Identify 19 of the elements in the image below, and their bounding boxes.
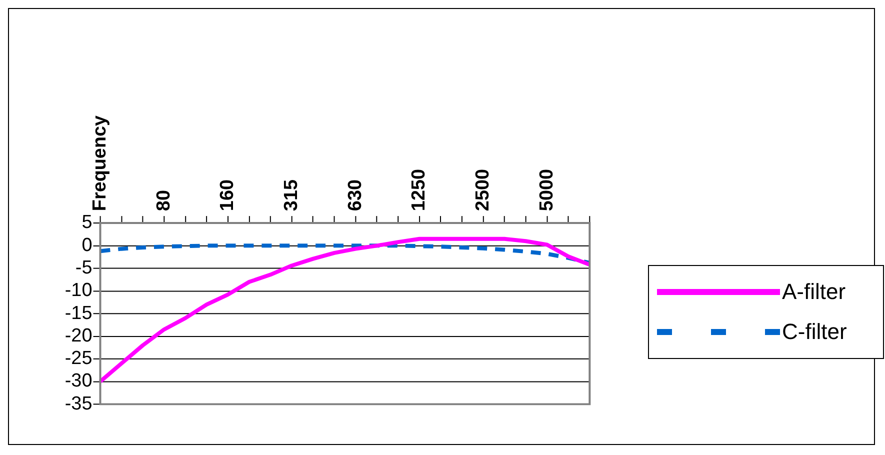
y-tick-label: 5	[82, 212, 92, 234]
y-tick-label: -10	[64, 280, 92, 302]
y-tick-label: -5	[75, 258, 92, 279]
y-tick-label: -35	[64, 393, 92, 414]
legend-label: A-filter	[782, 279, 846, 305]
y-tick-label: -15	[64, 302, 92, 324]
y-tick-label: -30	[64, 370, 92, 392]
x-tick-label: 80	[153, 190, 174, 212]
y-tick-label: -20	[64, 325, 92, 346]
x-tick-label: 630	[344, 180, 366, 212]
x-tick-label: 315	[280, 180, 302, 212]
legend-label: C-filter	[782, 319, 847, 345]
x-tick-label: Frequency	[89, 115, 110, 212]
x-tick-label: 2500	[472, 169, 494, 212]
y-tick-label: -25	[64, 348, 92, 370]
x-tick-label: 160	[217, 180, 238, 212]
x-tick-label: 1250	[408, 169, 430, 212]
x-tick-label: 5000	[536, 169, 558, 212]
y-tick-label: 0	[82, 234, 92, 256]
